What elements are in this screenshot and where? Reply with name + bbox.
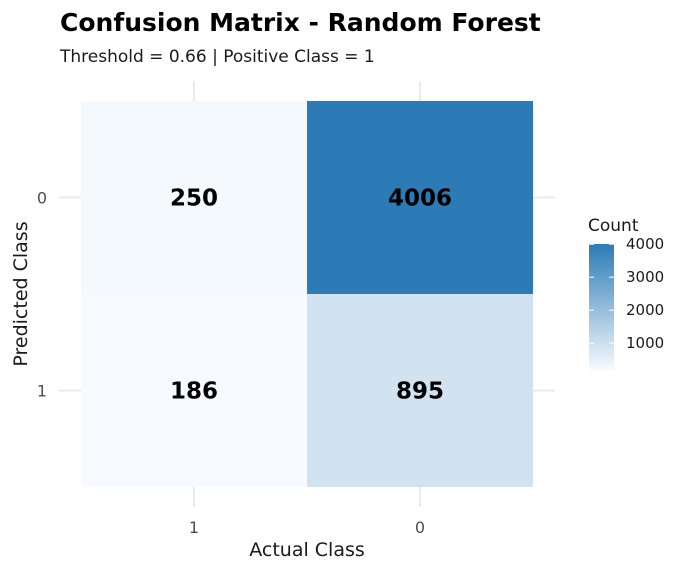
- legend-colorbar: [589, 244, 614, 370]
- chart-subtitle: Threshold = 0.66 | Positive Class = 1: [59, 47, 375, 67]
- chart-title: Confusion Matrix - Random Forest: [60, 8, 541, 37]
- y-axis-title: Predicted Class: [10, 221, 32, 366]
- cell-value-label: 4006: [388, 186, 452, 212]
- color-legend: Count 1000 2000 3000 4000: [588, 216, 664, 370]
- cell-labels: 250 4006 186 895: [170, 186, 452, 405]
- y-tick-label: 1: [37, 382, 47, 401]
- cell-value-label: 186: [170, 379, 218, 405]
- legend-ticks: 1000 2000 3000 4000: [589, 235, 664, 352]
- heatmap-cell: [81, 101, 307, 294]
- legend-tick-label: 4000: [626, 235, 664, 253]
- x-axis-title: Actual Class: [249, 539, 365, 561]
- y-tick-label: 0: [37, 189, 47, 208]
- x-tick-label: 0: [415, 518, 425, 537]
- legend-tick-label: 1000: [626, 334, 664, 352]
- legend-tick-label: 3000: [626, 268, 664, 286]
- heatmap-cell: [81, 294, 307, 487]
- legend-title: Count: [588, 216, 639, 236]
- cell-value-label: 895: [396, 379, 444, 405]
- y-axis-ticks: 01: [37, 189, 47, 401]
- heatmap-cell: [307, 101, 533, 294]
- heatmap-cell: [307, 294, 533, 487]
- cell-value-label: 250: [170, 186, 218, 212]
- x-tick-label: 1: [189, 518, 199, 537]
- heatmap-cells: [81, 101, 533, 487]
- legend-tick-label: 2000: [626, 301, 664, 319]
